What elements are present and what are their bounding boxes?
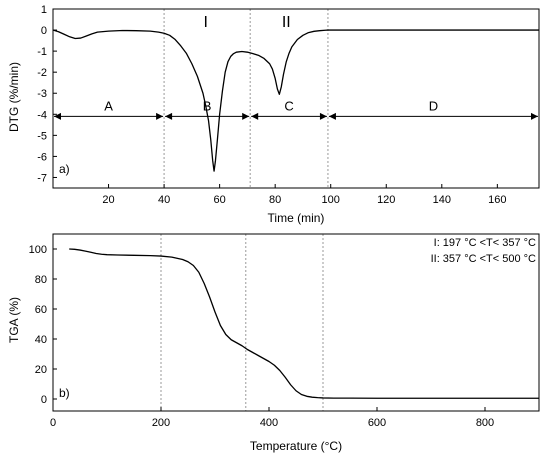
tga-y-axis-title: TGA (%) (7, 297, 21, 343)
tga-panel: b) Temperature (°C) TGA (%) I: 197 °C <T… (7, 233, 540, 453)
dtg-y-tick-label: -3 (37, 88, 47, 100)
tga-y-tick-label: 40 (35, 334, 47, 346)
dtg-region-arrowhead-left (328, 112, 336, 120)
dtg-y-tick-label: 1 (41, 4, 47, 16)
dtg-region-label: B (203, 98, 212, 113)
dtg-x-tick-label: 80 (269, 194, 281, 206)
dtg-region-arrowhead-right (531, 112, 538, 120)
dtg-y-tick-label: 0 (41, 25, 47, 37)
dtg-peak-label: II (282, 14, 291, 31)
dtg-region-arrowhead-left (165, 112, 173, 120)
tga-x-tick-label: 200 (152, 417, 170, 429)
tga-x-tick-label: 800 (476, 417, 494, 429)
dtg-x-tick-label: 140 (433, 194, 451, 206)
dtg-region-arrowhead-right (242, 112, 250, 120)
dtg-x-tick-label: 120 (377, 194, 395, 206)
dtg-plot-frame (52, 8, 540, 189)
dtg-x-tick-label: 60 (214, 194, 226, 206)
temperature-range-note-2: II: 357 °C <T< 500 °C (431, 253, 536, 265)
dtg-y-tick-label: -1 (37, 46, 47, 58)
dtg-region-label: A (104, 98, 113, 113)
dtg-x-tick-label: 40 (158, 194, 170, 206)
dtg-data-line (52, 29, 539, 172)
dtg-x-axis-title: Time (min) (268, 211, 325, 225)
tga-x-tick-label: 600 (368, 417, 386, 429)
dtg-y-axis-title: DTG (%/min) (7, 62, 21, 132)
tga-x-axis-title: Temperature (°C) (250, 439, 342, 453)
dtg-y-tick-label: -7 (37, 172, 47, 184)
dtg-x-tick-label: 160 (488, 194, 506, 206)
tga-y-tick-label: 20 (35, 364, 47, 376)
dtg-y-tick-label: -5 (37, 130, 47, 142)
tga-y-tick-label: 0 (41, 394, 47, 406)
dtg-region-arrowhead-left (251, 112, 259, 120)
dtg-x-tick-label: 20 (102, 194, 114, 206)
dtg-x-tick-label: 100 (322, 194, 340, 206)
dtg-region-arrowhead-left (54, 112, 61, 120)
dtg-region-arrowhead-right (319, 112, 327, 120)
dtg-y-tick-label: -6 (37, 151, 47, 163)
dtg-y-tick-label: -2 (37, 67, 47, 79)
tga-data-line (69, 248, 539, 399)
tga-x-tick-label: 0 (50, 417, 56, 429)
tga-panel-label: b) (59, 386, 70, 400)
dtg-region-arrowhead-right (156, 112, 164, 120)
dtg-peak-label: I (204, 14, 208, 31)
tga-y-tick-label: 100 (29, 244, 47, 256)
dtg-panel-label: a) (59, 162, 70, 176)
dtg-y-tick-label: -4 (37, 109, 47, 121)
tga-y-tick-label: 60 (35, 304, 47, 316)
temperature-range-note-1: I: 197 °C <T< 357 °C (434, 237, 536, 249)
tga-x-tick-label: 400 (260, 417, 278, 429)
dtg-region-label: C (284, 98, 293, 113)
tga-y-tick-label: 80 (35, 274, 47, 286)
dtg-region-label: D (429, 98, 438, 113)
tga-plot-frame (52, 233, 540, 412)
dtg-panel: a) Time (min) DTG (%/min) 20 40 60 80 100 120… (7, 4, 540, 225)
